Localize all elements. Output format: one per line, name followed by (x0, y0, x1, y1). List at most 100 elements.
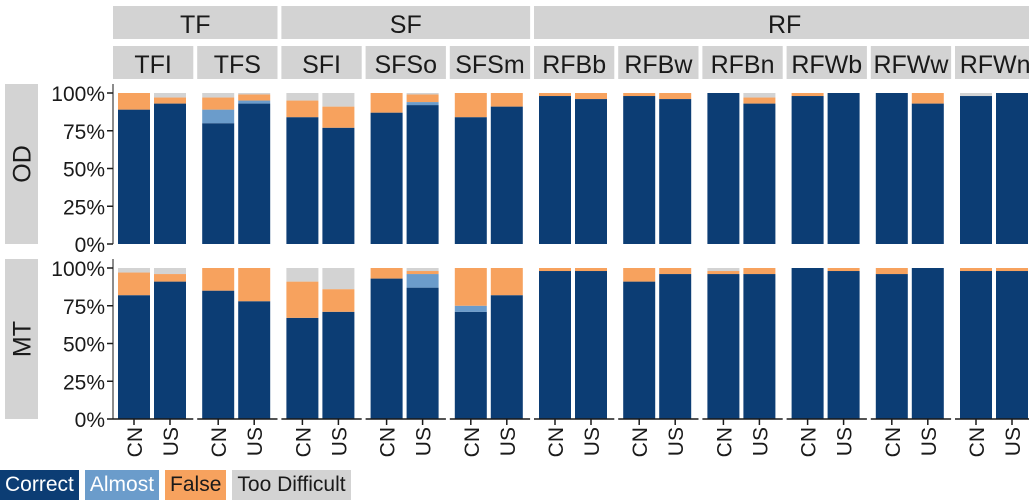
bar-mt-rfwn-us-correct (996, 271, 1028, 419)
x-tick-label-cn: CN (292, 427, 315, 457)
bar-od-tfs-cn-correct (202, 123, 235, 244)
bar-mt-rfbw-us-correct (659, 274, 692, 419)
y-tick-label: 50% (63, 334, 105, 357)
bar-od-sfi-us-false (322, 106, 355, 128)
panel-strip-rfbw (618, 46, 699, 79)
bar-mt-rfbn-cn-false (707, 271, 740, 275)
bar-mt-rfww-cn-correct (875, 274, 908, 419)
panel-strip-label-tfi: TFI (134, 51, 172, 79)
panel-strip-label-rfbb: RFBb (542, 51, 606, 79)
bar-mt-rfbn-cn-too-difficult (707, 268, 740, 272)
y-tick-label: 0% (75, 234, 105, 257)
bar-od-rfbb-cn-correct (539, 96, 571, 245)
bar-od-tfs-us-almost (238, 100, 271, 104)
panel-strip-tfi (113, 46, 194, 79)
bar-od-rfbw-cn-false (623, 93, 656, 97)
bar-od-tfi-us-correct (154, 103, 186, 244)
x-tick-label-cn: CN (882, 427, 905, 457)
bar-mt-rfbb-cn-false (539, 268, 571, 272)
panel-strip-label-sfso: SFSo (374, 51, 437, 79)
panel-strip-rfwn (955, 46, 1029, 79)
x-tick-label-cn: CN (545, 427, 568, 457)
row-strip-od (5, 84, 38, 244)
bar-mt-rfbn-us-false (743, 268, 776, 275)
bar-od-rfwn-cn-correct (960, 96, 992, 245)
bar-mt-sfsm-us-correct (490, 295, 523, 419)
bar-od-tfs-us-false (238, 94, 271, 101)
y-tick-label: 100% (51, 258, 105, 281)
bar-mt-rfww-cn-false (875, 268, 908, 275)
bar-mt-rfbb-cn-correct (539, 271, 571, 419)
bar-od-rfbw-us-correct (659, 99, 692, 244)
panel-strip-label-rfwb: RFWb (791, 51, 862, 79)
bar-od-tfi-cn-false (118, 93, 150, 110)
bar-mt-tfs-us-false (238, 268, 271, 302)
bar-od-sfso-us-too-difficult (406, 93, 439, 95)
bar-od-rfwb-cn-correct (791, 96, 824, 245)
bar-od-rfwb-us-correct (827, 93, 860, 244)
bar-mt-sfso-cn-false (370, 268, 403, 279)
bar-od-sfso-us-almost (406, 102, 439, 106)
bar-mt-sfi-us-too-difficult (322, 268, 355, 290)
bar-mt-rfbw-cn-false (623, 268, 656, 282)
bar-mt-rfbb-us-false (575, 268, 607, 272)
bar-mt-rfbb-us-correct (575, 271, 607, 419)
bar-mt-rfwn-us-false (996, 268, 1028, 272)
bar-od-tfi-us-false (154, 97, 186, 104)
x-tick-label-us: US (413, 427, 436, 456)
bar-mt-rfbw-us-false (659, 268, 692, 275)
bar-od-rfwn-us-correct (996, 93, 1028, 244)
bar-od-sfso-us-false (406, 94, 439, 103)
bar-mt-rfwb-us-correct (827, 271, 860, 419)
y-tick-label: 25% (63, 196, 105, 219)
panel-strip-sfsm (449, 46, 531, 79)
panel-strip-rfbn (702, 46, 783, 79)
bar-od-rfbw-cn-correct (623, 96, 656, 245)
bar-mt-sfso-us-false (406, 271, 439, 275)
panel-strip-label-sfsm: SFSm (455, 51, 524, 79)
y-tick-label: 75% (63, 121, 105, 144)
legend-item-correct: Correct (0, 470, 79, 500)
bar-od-rfww-us-correct (911, 103, 944, 244)
legend-item-false: False (165, 470, 227, 500)
bar-mt-rfwb-cn-correct (791, 268, 824, 419)
strip-label-rf: RF (768, 11, 801, 39)
x-tick-label-us: US (834, 427, 857, 456)
x-tick-label-us: US (328, 427, 351, 456)
bar-mt-tfi-cn-correct (118, 295, 150, 419)
bar-od-tfs-us-correct (238, 103, 271, 244)
legend-item-too-difficult: Too Difficult (232, 470, 351, 500)
bar-od-rfbw-us-false (659, 93, 692, 100)
bar-mt-sfsm-cn-almost (454, 305, 487, 312)
legend: Correct Almost False Too Difficult (0, 469, 357, 501)
bar-mt-rfbn-us-correct (743, 274, 776, 419)
bar-od-tfi-us-too-difficult (154, 93, 186, 98)
x-tick-label-cn: CN (377, 427, 400, 457)
bar-mt-rfbw-cn-correct (623, 281, 656, 419)
bar-mt-tfi-cn-false (118, 272, 150, 296)
bar-od-sfso-us-correct (406, 105, 439, 244)
bar-mt-sfsm-us-false (490, 268, 523, 296)
bar-mt-sfi-cn-correct (286, 317, 319, 419)
bar-mt-sfso-us-correct (406, 287, 439, 419)
bar-od-sfi-cn-correct (286, 117, 319, 244)
bar-od-tfs-cn-almost (202, 109, 235, 124)
panel-strip-tfs (197, 46, 278, 79)
bar-mt-sfso-us-almost (406, 274, 439, 288)
bar-mt-tfs-cn-correct (202, 290, 235, 419)
x-tick-label-cn: CN (798, 427, 821, 457)
bar-mt-rfww-us-correct (911, 268, 944, 419)
bar-mt-sfso-cn-correct (370, 278, 403, 419)
bar-od-rfwn-cn-too-difficult (960, 93, 992, 97)
y-tick-label: 50% (63, 159, 105, 182)
bar-mt-rfwn-cn-correct (960, 271, 992, 419)
bar-mt-tfs-cn-false (202, 268, 235, 291)
panel-strip-label-rfww: RFWw (873, 51, 949, 79)
y-tick-label: 0% (75, 409, 105, 432)
bar-od-rfww-us-false (911, 93, 944, 104)
bar-od-rfbn-us-too-difficult (743, 93, 776, 98)
bar-od-rfww-cn-correct (875, 93, 908, 244)
bar-mt-sfi-us-false (322, 289, 355, 312)
x-tick-label-cn: CN (629, 427, 652, 457)
bar-od-tfs-us-too-difficult (238, 93, 271, 95)
